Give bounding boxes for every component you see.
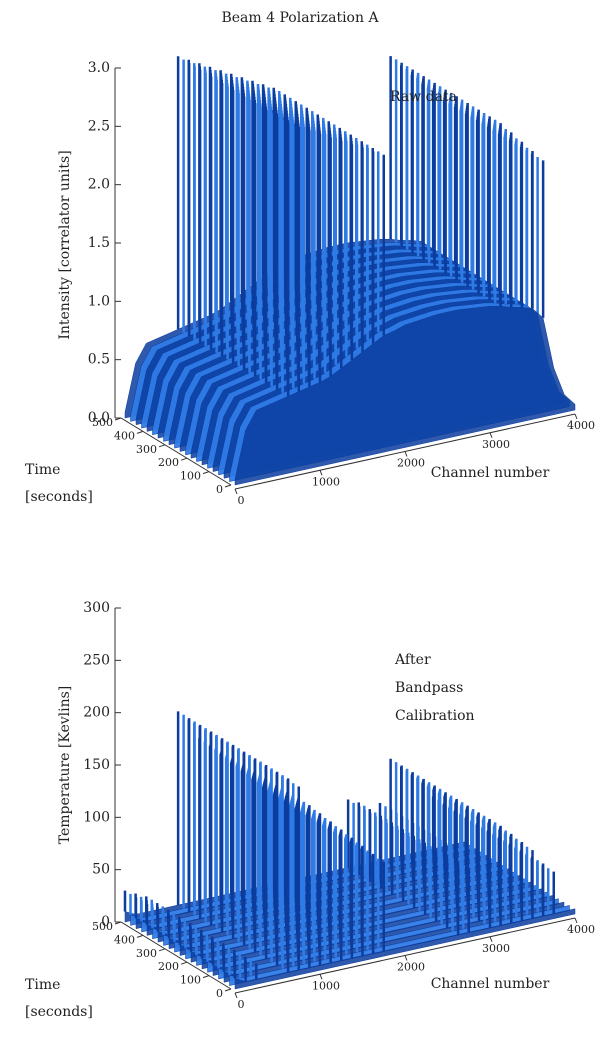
chart: 0.00.51.01.52.02.53.00100020003000400050… bbox=[25, 56, 595, 507]
z-tick-label: 300 bbox=[83, 600, 110, 616]
y-tick bbox=[136, 934, 144, 938]
x-tick-label: 3000 bbox=[482, 438, 510, 451]
y-tick bbox=[180, 961, 188, 965]
x-tick bbox=[234, 488, 238, 495]
annotation: Raw data bbox=[390, 89, 457, 105]
y-tick-label: 400 bbox=[114, 933, 135, 946]
annotation: After bbox=[394, 652, 431, 668]
z-tick-label: 1.0 bbox=[88, 293, 110, 309]
y-axis bbox=[120, 417, 232, 486]
z-tick-label: 1.5 bbox=[88, 235, 110, 251]
z-tick-label: 0.0 bbox=[88, 410, 110, 426]
x-tick-label: 3000 bbox=[482, 942, 510, 955]
y-tick bbox=[224, 484, 232, 488]
z-tick-label: 50 bbox=[92, 862, 110, 878]
z-axis-label: Temperature [Kevlins] bbox=[57, 686, 73, 845]
y-tick-label: 0 bbox=[216, 987, 223, 1000]
y-tick bbox=[224, 988, 232, 992]
x-tick bbox=[404, 955, 408, 961]
surface-slice bbox=[234, 908, 576, 990]
y-tick-label: 200 bbox=[158, 456, 179, 469]
z-tick-label: 100 bbox=[83, 809, 110, 825]
x-tick bbox=[404, 451, 408, 457]
y-tick-label: 300 bbox=[136, 947, 157, 960]
annotation: Calibration bbox=[395, 708, 475, 724]
surface-slice bbox=[229, 905, 570, 986]
x-tick-label: 1000 bbox=[312, 475, 340, 488]
z-tick-label: 250 bbox=[83, 652, 110, 668]
x-tick-label: 0 bbox=[238, 494, 245, 507]
y-tick bbox=[136, 430, 144, 434]
y-tick bbox=[180, 457, 188, 461]
y-axis-label: [seconds] bbox=[25, 489, 93, 505]
x-tick-label: 4000 bbox=[567, 923, 595, 936]
y-tick-label: 500 bbox=[92, 416, 113, 429]
y-tick bbox=[202, 471, 210, 475]
z-tick-label: 200 bbox=[83, 705, 110, 721]
x-tick bbox=[489, 432, 493, 438]
x-tick-label: 4000 bbox=[567, 419, 595, 432]
y-tick-label: 500 bbox=[92, 920, 113, 933]
z-tick-label: 2.5 bbox=[88, 118, 110, 134]
y-tick bbox=[114, 921, 122, 925]
y-tick bbox=[158, 444, 166, 448]
x-tick bbox=[319, 974, 323, 980]
y-tick-label: 100 bbox=[180, 974, 201, 987]
x-tick-label: 1000 bbox=[312, 979, 340, 992]
y-axis-label: [seconds] bbox=[25, 1004, 93, 1020]
y-tick-label: 400 bbox=[114, 429, 135, 442]
y-tick-label: 300 bbox=[136, 443, 157, 456]
chart: 0501001502002503000100020003000400050040… bbox=[25, 600, 595, 1020]
y-tick bbox=[202, 975, 210, 979]
z-tick-label: 2.0 bbox=[88, 177, 110, 193]
y-axis bbox=[120, 921, 232, 990]
x-tick bbox=[574, 413, 578, 420]
y-tick-label: 200 bbox=[158, 960, 179, 973]
x-tick-label: 2000 bbox=[397, 961, 425, 974]
page-title: Beam 4 Polarization A bbox=[221, 10, 379, 26]
x-tick bbox=[319, 470, 323, 476]
y-axis-label: Time bbox=[25, 977, 60, 993]
z-tick-label: 0 bbox=[101, 914, 110, 930]
annotation: Bandpass bbox=[395, 680, 463, 696]
y-tick-label: 100 bbox=[180, 470, 201, 483]
x-tick bbox=[574, 917, 578, 924]
y-tick-label: 0 bbox=[216, 483, 223, 496]
z-tick-label: 3.0 bbox=[88, 60, 110, 76]
x-axis-label: Channel number bbox=[431, 465, 550, 481]
x-tick-label: 0 bbox=[238, 998, 245, 1011]
x-tick-label: 2000 bbox=[397, 457, 425, 470]
y-axis-label: Time bbox=[25, 462, 60, 478]
z-axis-label: Intensity [correlator units] bbox=[57, 150, 73, 339]
y-tick bbox=[114, 417, 122, 421]
x-tick bbox=[234, 992, 238, 999]
z-tick-label: 0.5 bbox=[88, 352, 110, 368]
z-tick-label: 150 bbox=[83, 757, 110, 773]
x-tick bbox=[489, 936, 493, 942]
x-axis-label: Channel number bbox=[431, 976, 550, 992]
surface-slice bbox=[234, 305, 576, 486]
y-tick bbox=[158, 948, 166, 952]
